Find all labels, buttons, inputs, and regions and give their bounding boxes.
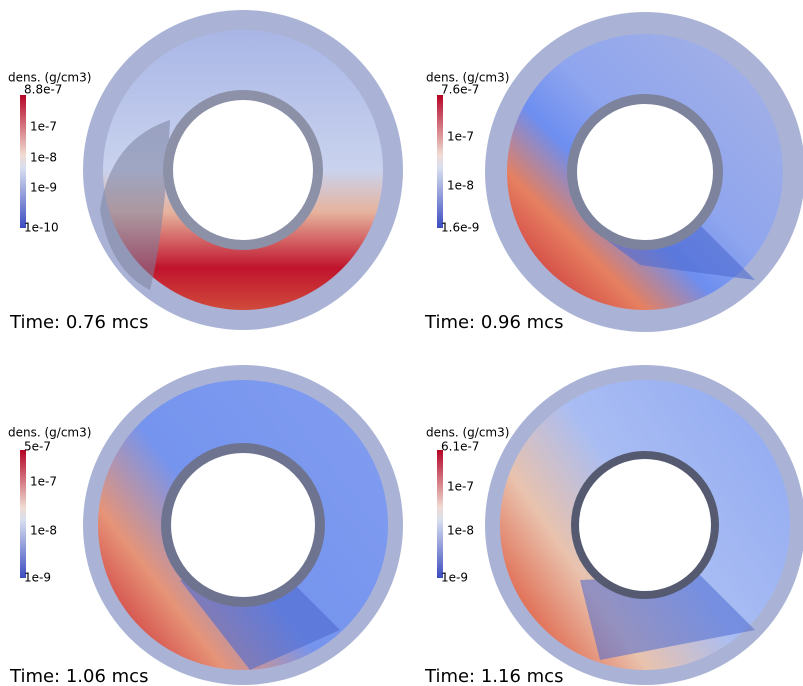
colorbar xyxy=(20,95,26,228)
figure: dens. (g/cm3) 8.8e-7 1e-7 1e-8 1e-9 1e-1… xyxy=(0,0,803,686)
colorbar-tick: 1e-8 xyxy=(447,179,474,193)
panel: dens. (g/cm3) 5e-7 1e-7 1e-8 1e-9 Time: … xyxy=(8,365,403,686)
colorbar xyxy=(437,450,443,578)
colorbar-label: dens. (g/cm3) xyxy=(8,426,91,440)
colorbar-tick: 5e-7 xyxy=(24,440,51,454)
time-label: Time: 1.06 mcs xyxy=(9,666,148,686)
time-label: Time: 1.16 mcs xyxy=(424,666,563,686)
colorbar-tick: 1e-9 xyxy=(30,181,57,195)
panel: dens. (g/cm3) 8.8e-7 1e-7 1e-8 1e-9 1e-1… xyxy=(8,10,403,333)
colorbar-tick: 1.6e-9 xyxy=(441,221,479,235)
colorbar-tick: 8.8e-7 xyxy=(24,83,62,97)
colorbar-tick: 1e-7 xyxy=(447,130,474,144)
colorbar-tick: 7.6e-7 xyxy=(441,83,479,97)
colorbar-tick: 1e-9 xyxy=(24,571,51,585)
page: {"panels": [ {"colorbar": {"label": "den… xyxy=(0,0,803,686)
colorbar-tick: 1e-7 xyxy=(30,120,57,134)
colorbar-tick: 6.1e-7 xyxy=(441,440,479,454)
panel: dens. (g/cm3) 6.1e-7 1e-7 1e-8 1e-9 Time… xyxy=(424,365,803,686)
bore xyxy=(171,453,315,597)
colorbar-tick: 1e-9 xyxy=(441,571,468,585)
colorbar-label: dens. (g/cm3) xyxy=(426,426,509,440)
bore xyxy=(577,104,713,240)
colorbar-tick: 1e-8 xyxy=(30,151,57,165)
bore xyxy=(579,459,711,591)
colorbar xyxy=(20,450,26,578)
time-label: Time: 0.76 mcs xyxy=(9,312,148,333)
colorbar xyxy=(437,95,443,228)
colorbar-tick: 1e-7 xyxy=(447,480,474,494)
colorbar-tick: 1e-7 xyxy=(30,475,57,489)
colorbar-tick: 1e-10 xyxy=(24,221,59,235)
bore xyxy=(173,100,313,240)
colorbar-tick: 1e-8 xyxy=(447,524,474,538)
panel: dens. (g/cm3) 7.6e-7 1e-7 1e-8 1.6e-9 Ti… xyxy=(424,12,803,333)
time-label: Time: 0.96 mcs xyxy=(424,312,563,333)
colorbar-tick: 1e-8 xyxy=(30,524,57,538)
